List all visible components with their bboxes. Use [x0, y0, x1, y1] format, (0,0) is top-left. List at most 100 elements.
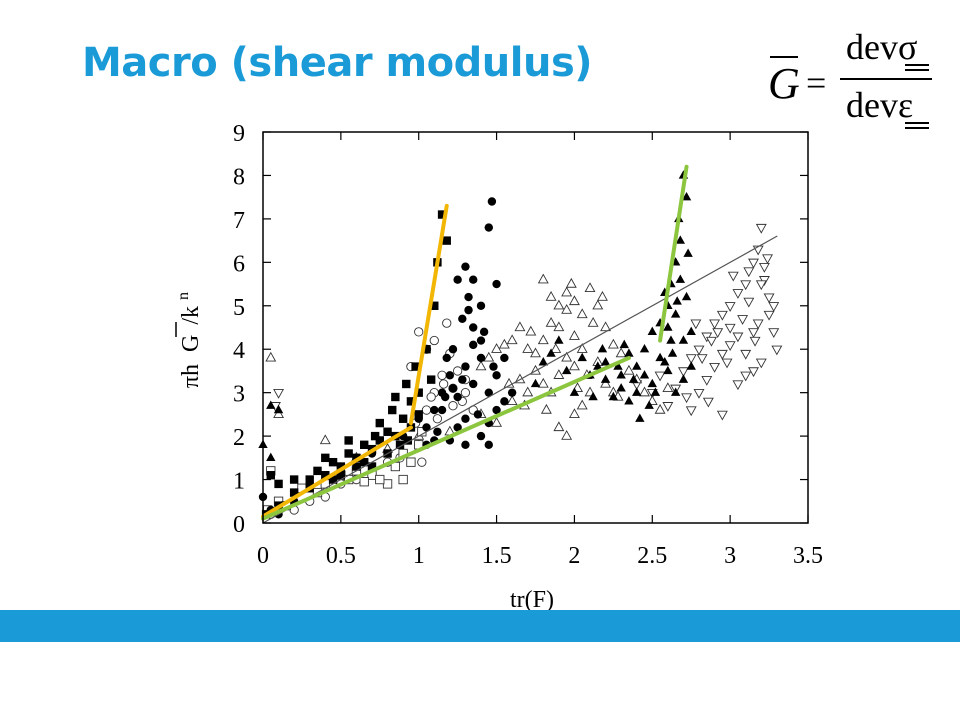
data-point-triangle-up — [537, 377, 549, 388]
svg-text:πh G /k: πh G /k n — [175, 292, 204, 388]
data-point-square — [391, 392, 400, 402]
y-tick-label: 7 — [233, 208, 245, 234]
data-point-triangle-up — [576, 343, 588, 353]
data-point-triangle-up — [655, 352, 665, 362]
data-point-circle — [484, 223, 493, 232]
data-point-circle — [461, 414, 470, 423]
data-point-triangle-up — [576, 399, 588, 410]
formula-denominator: devε — [846, 85, 914, 125]
data-point-triangle-up — [681, 191, 692, 201]
data-point-triangle-up — [514, 321, 526, 332]
data-point-circle — [461, 362, 470, 371]
data-point-triangle-down — [721, 358, 733, 369]
data-point-triangle-up — [538, 357, 548, 366]
y-tick-label: 6 — [233, 251, 245, 277]
data-point-triangle-up — [265, 351, 277, 362]
x-tick-label: 0 — [257, 543, 269, 569]
data-point-triangle-up — [530, 378, 541, 388]
data-point-circle — [492, 279, 501, 289]
y-tick-label: 5 — [233, 295, 245, 321]
data-point-triangle-up — [662, 382, 674, 392]
data-point-square — [402, 379, 411, 389]
data-point-triangle-down — [724, 341, 736, 351]
data-point-square — [406, 397, 416, 406]
y-tick-label: 0 — [233, 512, 245, 538]
data-point-circle — [429, 335, 439, 346]
data-point-triangle-up — [568, 408, 580, 419]
data-point-circle — [476, 336, 486, 345]
data-point-circle — [464, 292, 473, 302]
data-point-square — [321, 453, 330, 463]
data-point-triangle-up — [553, 299, 565, 310]
tensor-underline-2 — [905, 69, 929, 71]
data-point-triangle-up — [686, 361, 696, 370]
chart-container: 0 0.5 1 1.5 2 2.5 3 3.5 0 1 2 3 4 5 6 7 8 9 tr(F) πh G /k… — [175, 121, 823, 613]
data-point-triangle-up — [670, 387, 681, 396]
data-point-triangle-up — [663, 365, 673, 375]
data-point-triangle-down — [732, 380, 744, 391]
data-point-triangle-down — [740, 349, 752, 360]
data-point-circle — [430, 405, 439, 415]
x-tick-label: 1.5 — [482, 543, 512, 569]
data-point-circle — [438, 379, 449, 389]
data-point-triangle-up — [553, 321, 565, 332]
data-point-triangle-down — [709, 362, 721, 373]
data-point-triangle-up — [491, 343, 503, 353]
data-point-triangle-up — [600, 357, 611, 366]
data-point-triangle-down — [763, 293, 775, 304]
data-points-layer — [258, 170, 783, 519]
data-point-triangle-down — [724, 323, 736, 334]
data-point-triangle-up — [561, 365, 572, 375]
data-point-triangle-up — [607, 338, 619, 349]
data-point-circle — [442, 353, 451, 363]
data-point-triangle-up — [644, 400, 654, 409]
data-point-triangle-down — [743, 297, 755, 308]
data-point-triangle-up — [506, 395, 518, 406]
data-point-triangle-up — [576, 308, 588, 319]
tensor-underline-3 — [905, 122, 929, 124]
data-point-triangle-up — [596, 290, 608, 301]
data-point-square — [367, 462, 377, 471]
data-point-triangle-up — [506, 334, 518, 345]
data-point-triangle-down — [768, 302, 780, 312]
data-point-circle — [500, 353, 509, 363]
data-point-triangle-up — [546, 348, 556, 357]
data-point-square — [375, 418, 384, 428]
formula-lhs: G — [768, 59, 800, 108]
y-axis-label-prefix: πh — [178, 364, 204, 388]
y-tick-label: 9 — [233, 121, 245, 147]
x-tick-label: 3 — [724, 543, 736, 569]
trend-line — [408, 203, 449, 426]
slide-title: Macro (shear modulus) — [82, 40, 593, 86]
data-point-circle — [426, 392, 436, 402]
data-point-triangle-up — [600, 374, 611, 383]
data-point-triangle-up — [623, 364, 635, 375]
data-point-square — [352, 453, 361, 463]
data-point-circle — [461, 262, 470, 271]
formula-numerator: devσ — [846, 27, 918, 67]
data-point-triangle-up — [613, 361, 623, 370]
data-point-circle — [437, 405, 447, 415]
data-point-circle — [489, 362, 498, 371]
data-point-circle — [414, 327, 424, 337]
data-point-circle — [464, 305, 473, 315]
data-point-triangle-up — [672, 296, 682, 305]
data-point-square — [398, 414, 408, 423]
data-point-square — [274, 479, 283, 489]
data-point-triangle-down — [743, 267, 755, 278]
y-tick-label: 2 — [233, 425, 245, 451]
data-point-triangle-up — [639, 386, 650, 397]
data-point-triangle-down — [727, 271, 739, 282]
data-point-triangle-down — [681, 393, 693, 404]
data-point-square — [289, 488, 299, 497]
formula-equals: = — [806, 63, 827, 103]
data-point-triangle-up — [647, 378, 657, 388]
data-point-triangle-up — [561, 429, 573, 440]
data-point-triangle-up — [319, 434, 331, 445]
data-point-triangle-up — [266, 400, 276, 409]
data-point-square — [313, 466, 322, 476]
data-point-triangle-up — [678, 335, 689, 344]
data-point-square — [266, 471, 275, 480]
data-point-triangle-up — [663, 322, 673, 331]
x-tick-label: 0.5 — [326, 543, 356, 569]
